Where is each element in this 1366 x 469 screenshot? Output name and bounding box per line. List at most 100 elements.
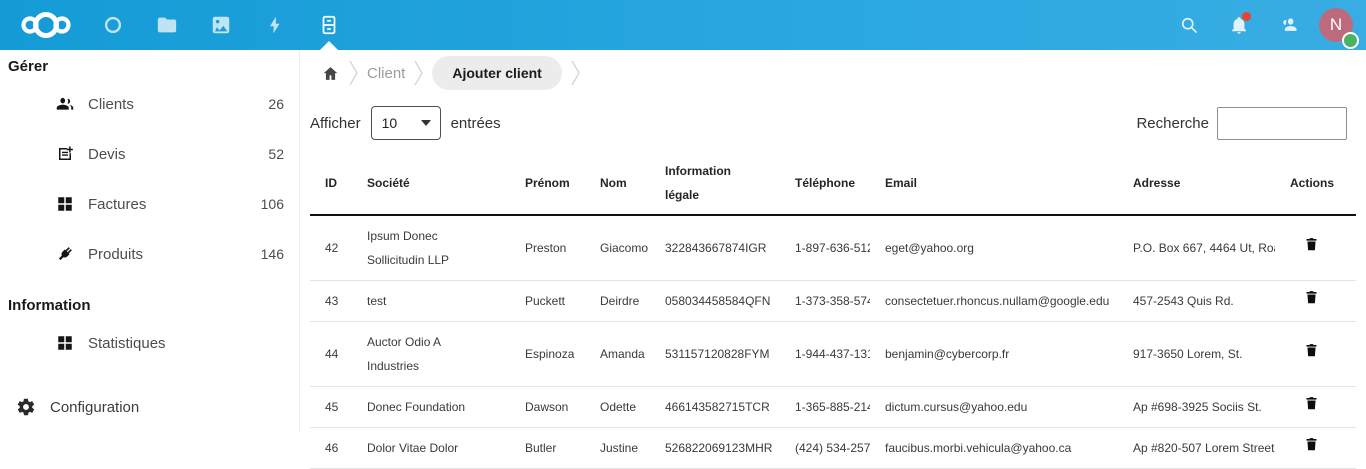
ajouter-client-button[interactable]: Ajouter client (432, 56, 562, 90)
cell-actions (1275, 428, 1356, 469)
sidebar-item-count: 106 (260, 196, 284, 212)
trash-icon (1306, 344, 1317, 357)
cell-email: consectetuer.rhoncus.nullam@google.edu (885, 294, 1110, 308)
user-menu[interactable]: N (1314, 0, 1359, 50)
sidebar-item-statistiques[interactable]: Statistiques (0, 318, 299, 368)
column-header-prenom[interactable]: Prénom (525, 176, 570, 190)
search-label: Recherche (1136, 114, 1209, 132)
cell-societe: Donec Foundation (367, 400, 466, 414)
cell-prenom: Espinoza (525, 347, 575, 361)
notifications-bell-icon[interactable] (1214, 0, 1264, 50)
delete-client-button[interactable] (1304, 289, 1319, 305)
cell-actions (1275, 281, 1356, 322)
table-header-row: ID Société Prénom Nom Information légale… (310, 152, 1356, 215)
photos-app-icon[interactable] (194, 0, 248, 50)
cell-prenom: Dawson (525, 400, 569, 414)
cell-id: 46 (325, 441, 339, 455)
top-bar: N (0, 0, 1366, 50)
cell-telephone: 1-897-636-5129 (795, 241, 870, 255)
dashboard-app-icon[interactable] (86, 0, 140, 50)
sidebar-heading-information: Information (8, 297, 91, 314)
delete-client-button[interactable] (1304, 236, 1319, 252)
chevron-right-icon (349, 60, 358, 86)
entries-select-value: 10 (381, 115, 398, 131)
sidebar-item-count: 52 (268, 146, 284, 162)
grid-icon (55, 333, 75, 353)
chevron-down-icon (420, 120, 431, 126)
cell-information-legale: 466143582715TCR (665, 400, 770, 414)
chevron-right-icon (571, 60, 580, 86)
cell-adresse: Ap #698-3925 Sociis St. (1133, 400, 1262, 414)
main-content: Client Ajouter client Afficher 10 entrée… (300, 50, 1366, 469)
table-body: 42 Ipsum Donec Sollicitudin LLP Preston … (310, 215, 1356, 469)
cell-adresse: P.O. Box 667, 4464 Ut, Road (1133, 241, 1275, 255)
cell-adresse: 917-3650 Lorem, St. (1133, 347, 1243, 361)
gestion-app-icon-active[interactable] (302, 0, 356, 50)
column-header-nom[interactable]: Nom (600, 176, 627, 190)
sidebar-item-clients[interactable]: Clients 26 (0, 79, 299, 129)
column-header-information-legale[interactable]: Information légale (665, 164, 731, 202)
table-row: 46 Dolor Vitae Dolor Butler Justine 5268… (310, 428, 1356, 469)
cell-prenom: Puckett (525, 294, 566, 308)
chevron-right-icon (414, 60, 424, 86)
sidebar-heading-gerer: Gérer (8, 58, 49, 75)
cell-information-legale: 526822069123MHR (665, 441, 773, 455)
entries-per-page-select[interactable]: 10 (370, 106, 441, 140)
column-header-id[interactable]: ID (325, 176, 337, 190)
cell-nom: Giacomo (600, 241, 649, 255)
cell-actions (1275, 322, 1356, 387)
sidebar-item-label: Factures (88, 195, 147, 213)
files-app-icon[interactable] (140, 0, 194, 50)
cell-nom: Justine (600, 441, 639, 455)
cell-email: benjamin@cybercorp.fr (885, 347, 1010, 361)
sidebar-item-label: Statistiques (88, 334, 166, 352)
sidebar-item-label: Devis (88, 145, 126, 163)
cell-adresse: Ap #820-507 Lorem Street (1133, 441, 1275, 455)
cell-adresse: 457-2543 Quis Rd. (1133, 294, 1234, 308)
column-header-actions[interactable]: Actions (1290, 176, 1335, 190)
activity-app-icon[interactable] (248, 0, 302, 50)
cell-id: 45 (325, 400, 339, 414)
active-app-indicator (320, 41, 338, 50)
breadcrumb-client[interactable]: Client (367, 64, 406, 82)
sidebar-item-label: Clients (88, 95, 134, 113)
column-header-email[interactable]: Email (885, 176, 918, 190)
trash-icon (1306, 438, 1317, 451)
delete-client-button[interactable] (1304, 342, 1319, 358)
search-icon[interactable] (1164, 0, 1214, 50)
cell-telephone: 1-365-885-2143 (795, 400, 870, 414)
delete-client-button[interactable] (1304, 436, 1319, 452)
sidebar-item-configuration[interactable]: Configuration (0, 385, 299, 429)
trash-icon (1306, 238, 1317, 251)
cell-email: faucibus.morbi.vehicula@yahoo.ca (885, 441, 1072, 455)
cell-id: 43 (325, 294, 339, 308)
people-icon (55, 94, 75, 114)
column-header-adresse[interactable]: Adresse (1133, 176, 1181, 190)
home-icon[interactable] (322, 64, 340, 82)
document-add-icon (55, 144, 75, 164)
cell-societe: Dolor Vitae Dolor (367, 441, 459, 455)
column-header-societe[interactable]: Société (367, 176, 410, 190)
cell-prenom: Butler (525, 441, 557, 455)
column-header-telephone[interactable]: Téléphone (795, 176, 856, 190)
sidebar-item-produits[interactable]: Produits 146 (0, 229, 299, 279)
cell-societe: Ipsum Donec Sollicitudin LLP (367, 229, 450, 267)
sidebar-item-count: 26 (268, 96, 284, 112)
grid-icon (55, 194, 75, 214)
nextcloud-logo-icon (21, 12, 71, 38)
nextcloud-logo[interactable] (0, 0, 86, 50)
sidebar-item-factures[interactable]: Factures 106 (0, 179, 299, 229)
breadcrumb: Client Ajouter client (300, 50, 1366, 96)
cell-email: eget@yahoo.org (885, 241, 974, 255)
contacts-icon[interactable] (1264, 0, 1314, 50)
cell-nom: Deirdre (600, 294, 640, 308)
sidebar-item-label: Produits (88, 245, 144, 263)
table-row: 44 Auctor Odio A Industries Espinoza Ama… (310, 322, 1356, 387)
sidebar-item-devis[interactable]: Devis 52 (0, 129, 299, 179)
cell-information-legale: 531157120828FYM (665, 347, 770, 361)
show-entries-label: Afficher (310, 114, 361, 132)
table-controls: Afficher 10 entrées Recherche (300, 96, 1366, 152)
trash-icon (1306, 291, 1317, 304)
search-input[interactable] (1217, 106, 1347, 140)
delete-client-button[interactable] (1304, 395, 1319, 411)
